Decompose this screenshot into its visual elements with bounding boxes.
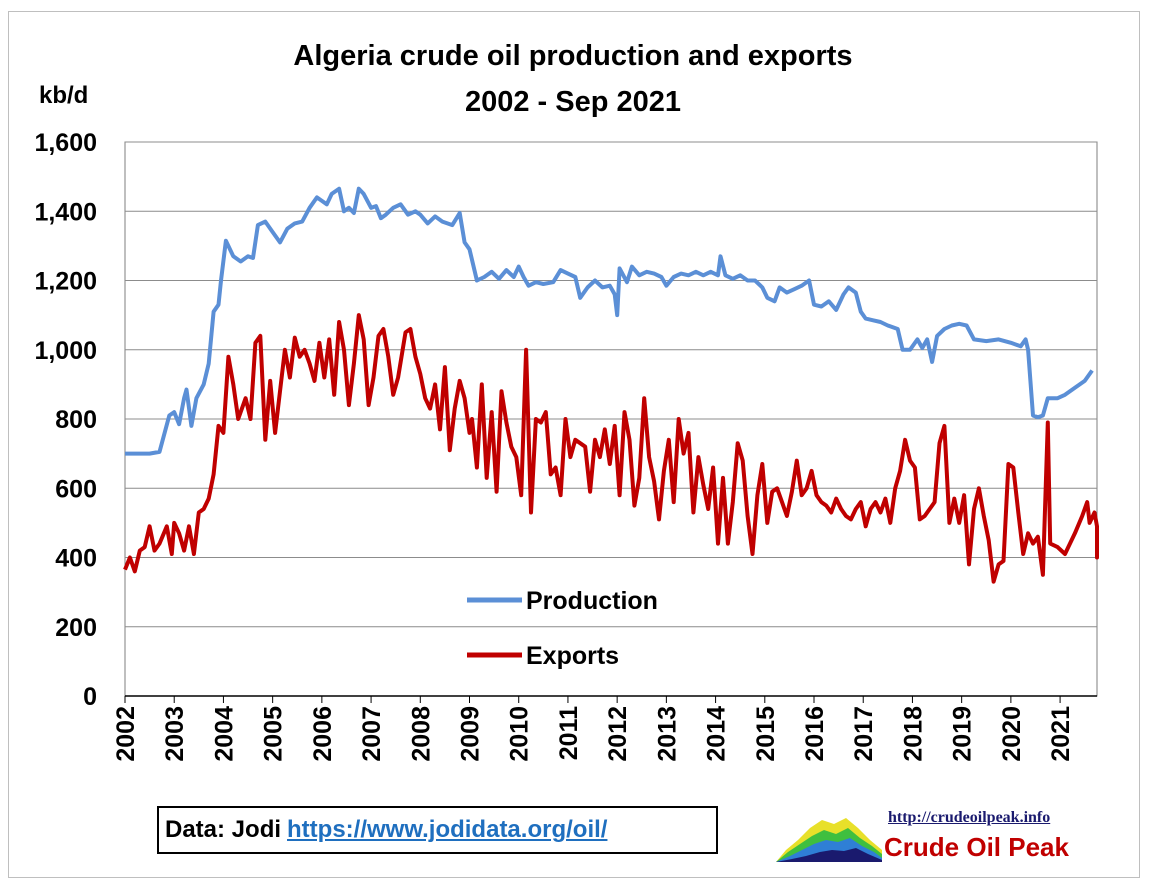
chart-frame [8, 11, 1140, 878]
series-line-exports [123, 313, 1099, 584]
x-tick-label: 2017 [850, 706, 878, 762]
y-tick-label: 1,200 [34, 268, 97, 296]
x-tick-label: 2007 [358, 706, 386, 762]
y-tick-labels: 0 200 400 600 800 1,000 1,200 1,400 1,600 [34, 129, 97, 711]
data-source-label: Data: Jodi [165, 816, 282, 843]
x-tick-label: 2005 [260, 706, 288, 762]
chart-title-line1: Algeria crude oil production and exports [293, 40, 853, 72]
y-axis-label: kb/d [39, 82, 89, 109]
x-tick-labels: 2002 2003 2004 2005 2006 2007 2008 2009 2010 2011… [112, 706, 1075, 762]
x-tick-label: 2003 [161, 706, 189, 762]
y-tick-label: 400 [55, 545, 97, 573]
x-tick-label: 2011 [555, 706, 583, 760]
data-source-box: Data: Jodi https://www.jodidata.org/oil/ [157, 806, 718, 854]
x-tick-label: 2016 [801, 706, 829, 762]
x-tick-label: 2010 [506, 706, 534, 762]
legend-label: Production [526, 587, 658, 615]
x-tick-label: 2013 [653, 706, 681, 762]
series-line-production [125, 186, 1094, 456]
x-tick-label: 2006 [309, 706, 337, 762]
y-tick-label: 200 [55, 614, 97, 642]
oil-peak-logo-icon [776, 818, 882, 862]
x-tick-label: 2018 [899, 706, 927, 762]
data-source-link[interactable]: https://www.jodidata.org/oil/ [287, 816, 608, 843]
brand-url[interactable]: http://crudeoilpeak.info [888, 809, 1051, 826]
x-tick-label: 2020 [998, 706, 1026, 762]
x-tick-label: 2008 [407, 706, 435, 762]
y-tick-label: 1,400 [34, 198, 97, 226]
legend: Production Exports [467, 587, 658, 670]
x-tick-label: 2015 [752, 706, 780, 762]
x-tick-label: 2021 [1047, 706, 1075, 762]
brand-logo[interactable]: http://crudeoilpeak.info Crude Oil Peak [776, 808, 1116, 864]
series-lines [123, 186, 1099, 584]
y-tick-label: 0 [83, 683, 97, 711]
x-tick-label: 2002 [112, 706, 140, 762]
legend-label: Exports [526, 642, 619, 670]
x-tick-label: 2004 [210, 706, 238, 762]
y-tick-label: 1,000 [34, 337, 97, 365]
chart-title-line2: 2002 - Sep 2021 [464, 86, 682, 118]
y-tick-label: 1,600 [34, 129, 97, 157]
x-tick-label: 2014 [703, 706, 731, 762]
x-tick-label: 2019 [949, 706, 977, 762]
brand-name: Crude Oil Peak [884, 832, 1069, 862]
x-tick-label: 2012 [604, 706, 632, 762]
x-tick-label: 2009 [457, 706, 485, 762]
y-tick-label: 800 [55, 406, 97, 434]
y-tick-label: 600 [55, 475, 97, 503]
